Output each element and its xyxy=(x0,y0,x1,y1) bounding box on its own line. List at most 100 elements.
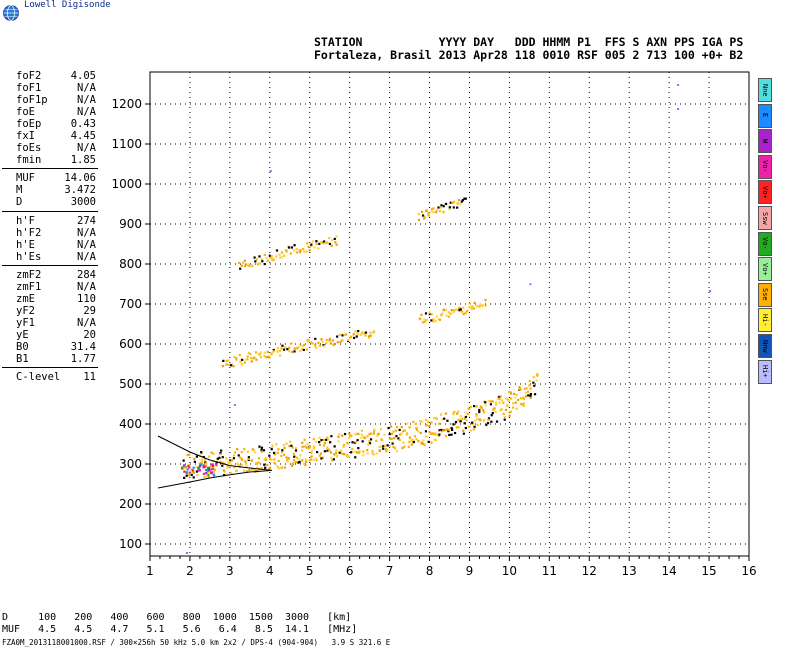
echo-mark xyxy=(304,458,308,461)
echo-mark xyxy=(447,315,451,318)
echo-mark xyxy=(398,428,401,432)
echo-mark xyxy=(295,347,298,350)
echo-mark xyxy=(397,437,400,440)
echo-mark xyxy=(371,452,374,455)
echo-mark xyxy=(286,348,289,351)
echo-mark xyxy=(393,447,397,450)
echo-mark xyxy=(367,335,371,338)
x-tick-label: 16 xyxy=(741,564,756,578)
echo-mark xyxy=(282,254,286,257)
echo-mark xyxy=(338,433,341,436)
legend-swatch-ssw: Ssw xyxy=(758,206,772,230)
echo-mark xyxy=(408,436,412,439)
echo-mark xyxy=(444,202,448,205)
echo-mark xyxy=(334,241,337,244)
echo-mark xyxy=(310,449,314,452)
plot-frame xyxy=(149,71,750,557)
echo-mark xyxy=(318,440,321,444)
echo-mark xyxy=(450,309,453,312)
echo-mark xyxy=(361,332,365,335)
echo-mark xyxy=(245,465,248,468)
echo-mark xyxy=(325,342,328,345)
echo-mark xyxy=(238,464,241,467)
echo-mark xyxy=(447,311,450,314)
echo-mark xyxy=(290,342,293,345)
param-divider xyxy=(2,264,98,266)
echo-mark xyxy=(434,210,438,214)
echo-mark xyxy=(330,456,333,459)
legend-swatch-hi: Hi+ xyxy=(758,359,772,384)
echo-mark xyxy=(430,313,433,316)
echo-mark xyxy=(244,460,247,463)
echo-mark xyxy=(419,431,422,435)
echo-mark xyxy=(270,448,273,451)
echo-mark xyxy=(266,463,269,467)
echo-mark xyxy=(353,450,356,453)
echo-mark xyxy=(357,451,360,455)
echo-mark xyxy=(395,435,398,438)
echo-mark xyxy=(430,210,433,213)
echo-mark xyxy=(289,252,293,255)
param-name: h'F xyxy=(16,214,35,227)
echo-mark xyxy=(358,450,361,453)
echo-mark xyxy=(459,417,463,421)
echo-mark xyxy=(323,240,326,243)
echo-mark xyxy=(227,359,230,362)
echo-mark xyxy=(298,458,301,461)
echo-mark xyxy=(182,466,186,469)
echo-mark xyxy=(225,359,228,363)
echo-mark xyxy=(536,374,539,377)
echo-mark xyxy=(260,467,263,470)
echo-mark xyxy=(368,433,371,436)
legend-swatch-vo: Vo- xyxy=(758,231,772,256)
echo-mark xyxy=(441,418,444,421)
echo-mark xyxy=(293,350,296,353)
header-values: Fortaleza, Brasil 2013 Apr28 118 0010 RS… xyxy=(314,48,744,62)
echo-mark xyxy=(243,469,246,473)
echo-mark xyxy=(529,392,533,396)
y-tick-label: 400 xyxy=(119,417,142,431)
echo-mark xyxy=(305,446,308,449)
echo-mark xyxy=(230,364,233,367)
echo-mark xyxy=(529,396,532,400)
echo-mark xyxy=(324,242,327,245)
param-name: h'Es xyxy=(16,250,42,263)
echo-mark xyxy=(448,206,451,209)
echo-mark xyxy=(212,474,216,477)
echo-mark xyxy=(457,410,460,413)
echo-mark xyxy=(455,426,458,429)
echo-mark xyxy=(230,459,233,462)
echo-mark xyxy=(355,451,359,454)
echo-mark xyxy=(381,439,384,442)
echo-mark xyxy=(433,432,437,435)
echo-mark xyxy=(186,453,189,457)
echo-mark xyxy=(328,449,331,452)
echo-mark xyxy=(422,442,425,446)
echo-mark xyxy=(185,471,188,474)
echo-mark xyxy=(241,261,245,264)
echo-mark xyxy=(409,439,413,442)
echo-mark xyxy=(331,239,334,242)
echo-mark xyxy=(347,338,350,342)
echo-mark xyxy=(222,359,225,362)
echo-mark xyxy=(454,420,458,424)
echo-mark xyxy=(311,342,314,345)
echo-mark xyxy=(305,348,308,351)
echo-mark xyxy=(462,432,465,435)
echo-mark xyxy=(439,206,442,209)
muf-row: MUF 4.5 4.5 4.7 5.1 5.6 6.4 8.5 14.1 [MH… xyxy=(2,624,358,635)
echo-mark xyxy=(197,469,200,472)
param-row: foF2 4.05 xyxy=(2,70,98,82)
echo-mark xyxy=(456,308,459,312)
echo-mark xyxy=(206,469,209,472)
echo-mark xyxy=(522,397,525,400)
echo-mark xyxy=(204,468,208,472)
echo-mark xyxy=(495,420,499,423)
echo-mark xyxy=(522,396,525,399)
legend-swatch-e: E xyxy=(758,103,772,128)
echo-mark xyxy=(285,456,288,459)
echo-mark xyxy=(268,466,272,469)
echo-mark xyxy=(491,400,494,403)
echo-mark xyxy=(484,401,487,404)
echo-mark xyxy=(490,414,493,417)
